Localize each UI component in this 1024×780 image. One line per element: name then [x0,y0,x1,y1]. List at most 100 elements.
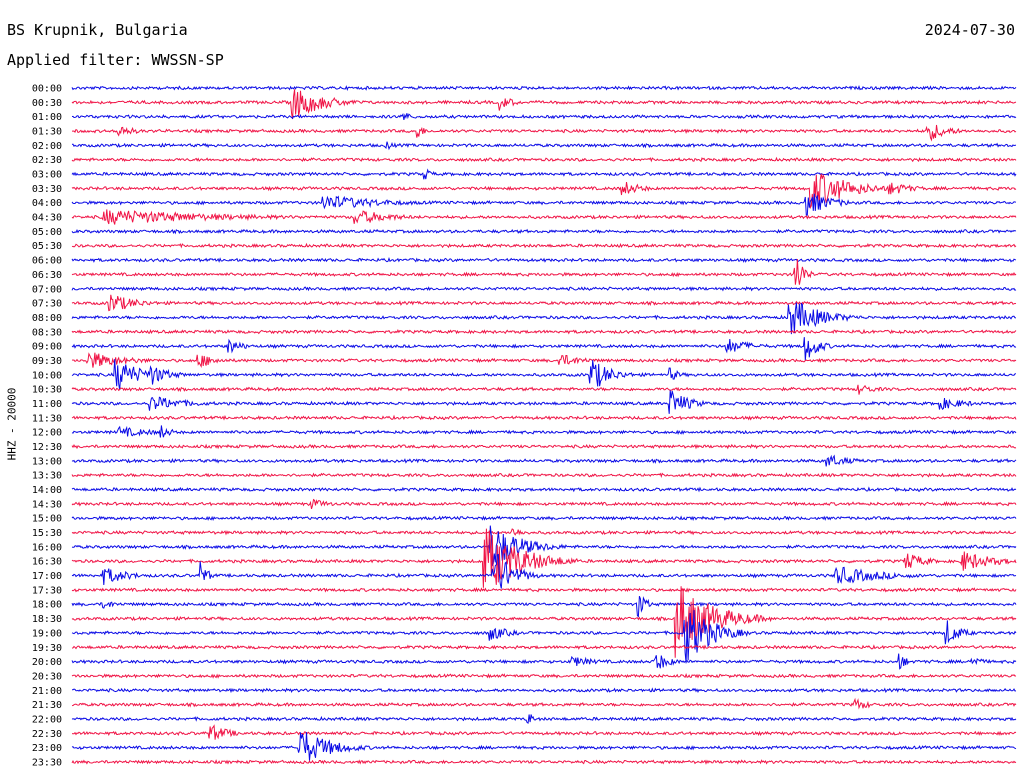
row-time-label: 06:30 [32,270,62,281]
row-time-label: 05:30 [32,241,62,252]
row-time-label: 18:00 [32,600,62,611]
trace-row-0530 [71,242,1017,249]
row-time-label: 10:30 [32,385,62,396]
row-time-label: 13:30 [32,471,62,482]
trace-row-0030 [71,89,1017,120]
trace-row-1300 [71,454,1017,467]
trace-row-0130 [72,124,1017,142]
trace-row-0900 [71,337,1017,361]
trace-row-0730 [71,294,1017,312]
row-time-label: 23:30 [32,757,62,768]
trace-row-1730 [71,587,1017,593]
row-time-label: 12:30 [32,442,62,453]
row-time-label: 22:30 [32,729,62,740]
trace-row-1000 [71,359,1017,391]
row-time-label: 15:30 [32,528,62,539]
row-time-label: 07:00 [32,284,62,295]
row-time-label: 01:30 [32,127,62,138]
trace-row-1700 [71,553,1017,589]
row-time-label: 19:30 [32,643,62,654]
row-time-label: 09:30 [32,356,62,367]
trace-row-0500 [71,228,1017,235]
trace-row-1030 [71,384,1017,395]
trace-row-1500 [71,515,1017,522]
row-time-label: 00:00 [32,84,62,95]
row-time-label: 17:00 [32,571,62,582]
row-time-label: 18:30 [32,614,62,625]
row-time-label: 05:00 [32,227,62,238]
trace-row-2100 [72,687,1017,694]
trace-row-1930 [71,644,1017,650]
row-time-label: 20:00 [32,657,62,668]
row-time-label: 23:00 [32,743,62,754]
trace-row-2130 [71,697,1017,710]
station-title: BS Krupnik, Bulgaria [7,21,188,39]
trace-row-1630 [71,528,1017,588]
row-time-label: 10:00 [32,370,62,381]
trace-row-0330 [71,173,1017,210]
row-time-label: 07:30 [32,299,62,310]
row-time-label: 08:00 [32,313,62,324]
trace-row-1130 [71,414,1017,421]
trace-row-1400 [71,486,1017,493]
row-time-label: 14:00 [32,485,62,496]
trace-row-1330 [71,472,1017,478]
trace-row-2030 [71,673,1017,679]
trace-row-1530 [71,528,1017,536]
row-time-label: 04:30 [32,213,62,224]
row-time-label: 04:00 [32,198,62,209]
trace-row-0000 [71,85,1017,92]
trace-row-0400 [71,193,1017,216]
row-time-label: 00:30 [32,98,62,109]
date-label: 2024-07-30 [924,21,1015,39]
row-time-label: 21:30 [32,700,62,711]
row-time-label: 02:30 [32,155,62,166]
trace-row-1230 [71,443,1017,450]
trace-row-2200 [71,714,1017,724]
trace-row-0100 [71,112,1017,121]
trace-row-1830 [71,586,1017,658]
row-time-label: 06:00 [32,256,62,267]
row-time-label: 15:00 [32,514,62,525]
row-time-label: 08:30 [32,327,62,338]
row-time-label: 09:00 [32,342,62,353]
trace-row-2230 [71,724,1017,740]
trace-row-1600 [71,525,1017,567]
row-time-label: 12:00 [32,428,62,439]
row-time-label: 03:30 [32,184,62,195]
row-time-label: 20:30 [32,671,62,682]
trace-row-0800 [71,302,1017,335]
row-time-label: 17:30 [32,585,62,596]
trace-row-1430 [71,498,1017,510]
trace-row-0300 [71,168,1017,180]
row-time-label: 03:00 [32,170,62,181]
trace-row-0930 [71,352,1017,369]
trace-row-1900 [71,610,1017,664]
trace-row-0700 [71,285,1017,292]
row-time-label: 11:00 [32,399,62,410]
row-time-label: 16:00 [32,542,62,553]
row-time-label: 22:00 [32,714,62,725]
row-time-label: 19:00 [32,628,62,639]
row-time-label: 13:00 [32,456,62,467]
trace-row-0230 [71,156,1017,163]
trace-row-2000 [71,653,1017,670]
row-time-label: 14:30 [32,499,62,510]
trace-row-0600 [71,257,1017,263]
trace-row-1800 [71,596,1017,618]
trace-row-1100 [71,390,1017,414]
row-time-label: 11:30 [32,413,62,424]
trace-row-2300 [71,732,1017,761]
trace-row-0200 [71,141,1017,151]
trace-row-0830 [71,328,1017,335]
row-time-label: 02:00 [32,141,62,152]
trace-row-1200 [71,425,1017,438]
trace-row-0630 [71,258,1017,285]
row-time-label: 21:00 [32,686,62,697]
row-time-label: 01:00 [32,112,62,123]
row-time-label: 16:30 [32,557,62,568]
trace-row-0430 [71,209,1017,225]
filter-label: Applied filter: WWSSN-SP [7,51,224,69]
trace-row-2330 [71,759,1017,765]
